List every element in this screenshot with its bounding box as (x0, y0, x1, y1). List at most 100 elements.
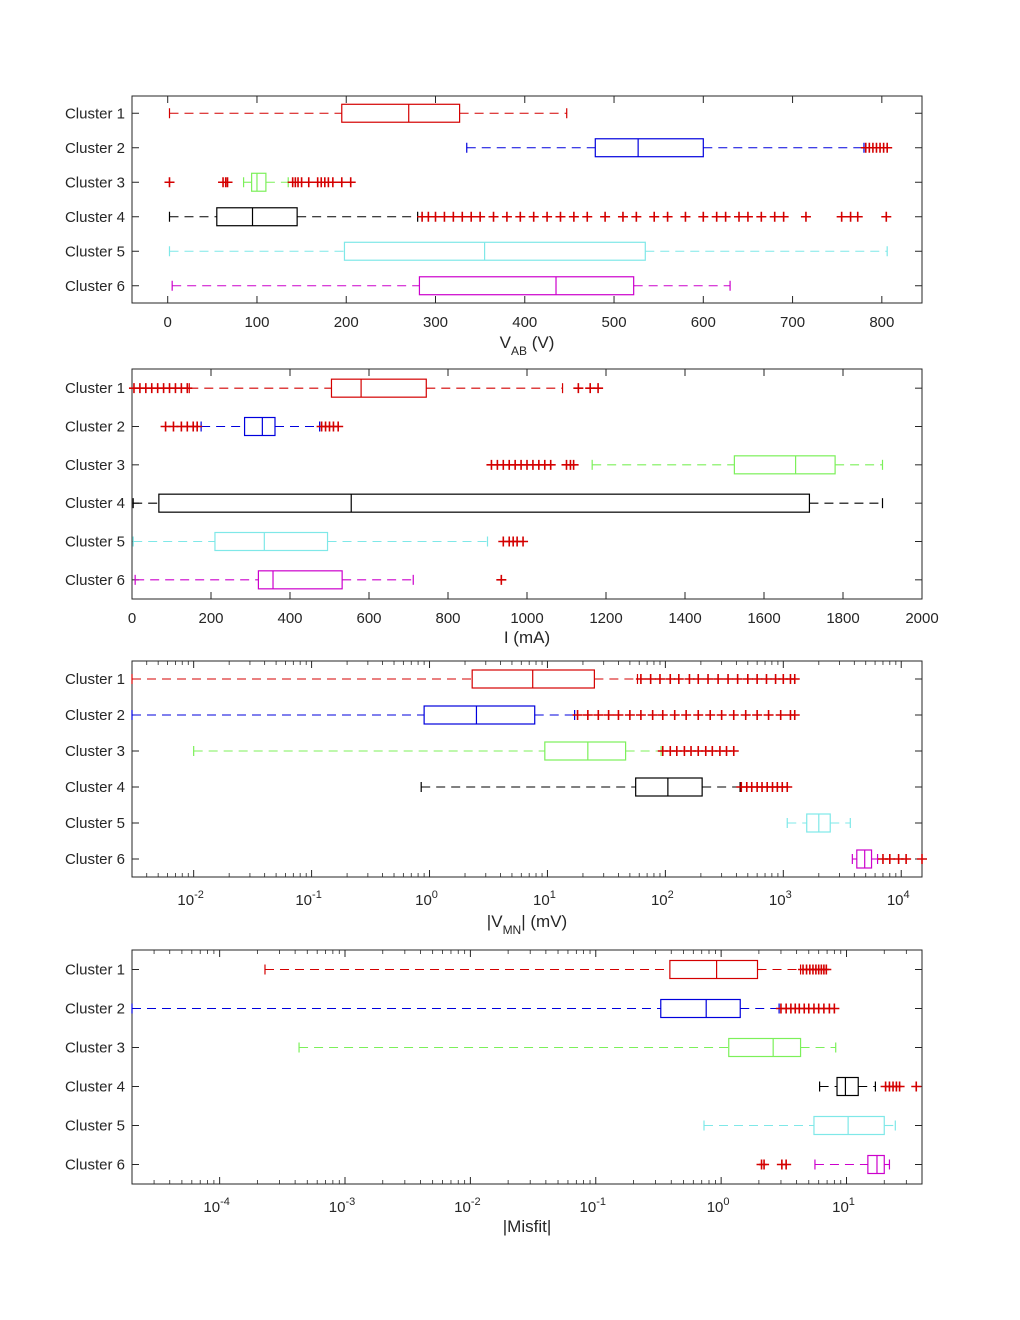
x-tick-label: 0 (128, 610, 136, 627)
category-label: Cluster 1 (65, 671, 125, 688)
outlier-point (518, 536, 529, 547)
x-tick-label: 1600 (747, 610, 780, 627)
box-iqr (733, 455, 836, 475)
x-tick-label: 103 (769, 889, 792, 909)
outlier-point (528, 211, 539, 222)
outlier-point (303, 177, 314, 188)
box-cluster-5: Cluster 5 (65, 1115, 922, 1136)
outlier-point (582, 710, 593, 720)
outlier-point (742, 211, 753, 222)
x-tick-label: 0 (164, 314, 172, 331)
outlier-point (703, 674, 714, 684)
panel-3: 10-2 10-1 100 101 102 103 104 |VMN| (mV) Cluster… (65, 660, 927, 937)
outlier-point (775, 710, 786, 720)
box-iqr (341, 103, 461, 123)
x-tick-label: 101 (533, 889, 556, 909)
outlier-point (713, 674, 724, 684)
x-axis-label: I (mA) (504, 628, 550, 647)
outlier-point (884, 854, 895, 864)
outlier-point (345, 177, 356, 188)
x-tick-label: 10-4 (203, 1196, 229, 1216)
box-iqr (728, 1037, 802, 1058)
outlier-point (829, 1003, 840, 1014)
x-tick-label: 10-1 (295, 889, 321, 909)
outlier-point (501, 211, 512, 222)
x-tick-label: 400 (512, 314, 537, 331)
box-iqr (544, 741, 627, 761)
x-tick-label: 10-1 (580, 1196, 606, 1216)
outlier-point (800, 211, 811, 222)
box-cluster-5: Cluster 5 (65, 241, 922, 261)
outlier-point (515, 211, 526, 222)
outlier-point (720, 211, 731, 222)
outlier-point (911, 1081, 922, 1092)
box-cluster-1: Cluster 1 (65, 669, 922, 689)
outlier-point (600, 211, 611, 222)
plot-frame (131, 368, 923, 600)
outlier-point (662, 211, 673, 222)
category-label: Cluster 6 (65, 572, 125, 589)
category-label: Cluster 1 (65, 105, 125, 122)
outlier-point (573, 383, 584, 394)
outlier-point (448, 211, 459, 222)
box-iqr (867, 1154, 885, 1175)
outlier-point (593, 383, 604, 394)
x-tick-label: 800 (869, 314, 894, 331)
outlier-point (327, 177, 338, 188)
outlier-point (901, 854, 912, 864)
outlier-point (681, 710, 692, 720)
outlier-point (222, 177, 233, 188)
outlier-point (466, 211, 477, 222)
box-iqr (669, 959, 759, 980)
outlier-point (647, 710, 658, 720)
x-tick-label: 700 (780, 314, 805, 331)
outlier-point (635, 710, 646, 720)
outlier-point (542, 211, 553, 222)
x-axis-label: |Misfit| (503, 1217, 552, 1236)
box-iqr (216, 207, 298, 227)
outlier-point (496, 574, 507, 585)
box-iqr (418, 276, 635, 296)
box-cluster-6: Cluster 6 (65, 849, 927, 869)
x-tick-label: 300 (423, 314, 448, 331)
outlier-point (654, 674, 665, 684)
outlier-point (555, 211, 566, 222)
category-label: Cluster 3 (65, 743, 125, 760)
x-tick-label: 600 (356, 610, 381, 627)
outlier-point (680, 211, 691, 222)
outlier-point (631, 211, 642, 222)
category-label: Cluster 6 (65, 1157, 125, 1174)
category-label: Cluster 3 (65, 174, 125, 191)
x-axis-label: |VMN| (mV) (487, 912, 567, 937)
box-cluster-2: Cluster 2 (65, 416, 922, 437)
outlier-point (781, 1159, 792, 1170)
outlier-point (917, 854, 927, 864)
outlier-point (182, 383, 193, 394)
outlier-point (752, 674, 763, 684)
box-cluster-1: Cluster 1 (65, 959, 922, 980)
outlier-point (582, 211, 593, 222)
panel-2: 0 200 400 600 800 1000 1200 1400 1600 1800 2000 I (… (65, 368, 939, 647)
outlier-point (728, 710, 739, 720)
category-label: Cluster 4 (65, 495, 125, 512)
plot-frame (131, 95, 923, 304)
category-label: Cluster 1 (65, 380, 125, 397)
outlier-point (624, 710, 635, 720)
x-tick-label: 1400 (668, 610, 701, 627)
box-cluster-2: Cluster 2 (65, 705, 922, 725)
category-label: Cluster 4 (65, 1079, 125, 1096)
x-tick-label: 100 (415, 889, 438, 909)
outlier-point (439, 211, 450, 222)
outlier-point (568, 211, 579, 222)
box-cluster-6: Cluster 6 (65, 570, 922, 590)
outlier-point (732, 674, 743, 684)
outlier-point (613, 710, 624, 720)
outlier-point (488, 211, 499, 222)
outlier-point (728, 746, 739, 756)
outlier-point (761, 674, 772, 684)
box-cluster-3: Cluster 3 (65, 741, 922, 761)
x-tick-label: 200 (198, 610, 223, 627)
outlier-point (756, 211, 767, 222)
category-label: Cluster 2 (65, 1001, 125, 1018)
